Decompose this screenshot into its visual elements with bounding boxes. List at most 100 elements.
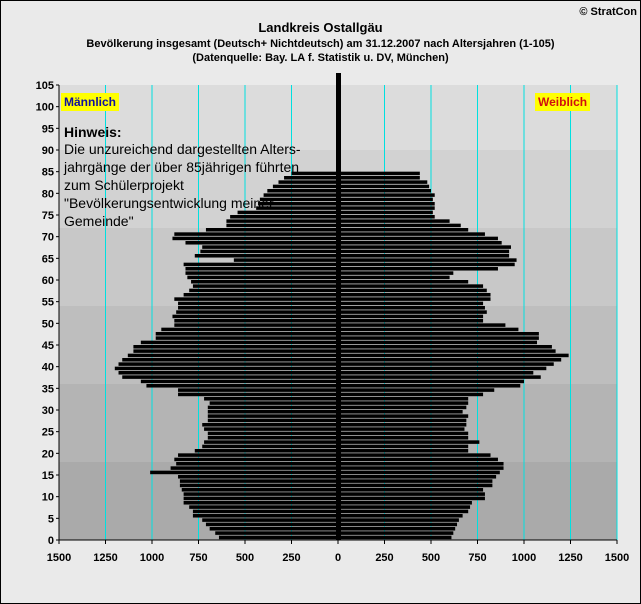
bar-male bbox=[181, 488, 338, 492]
bar-female bbox=[338, 353, 569, 358]
bar-male bbox=[178, 301, 338, 306]
bar-male bbox=[256, 206, 338, 210]
bar-male bbox=[133, 345, 338, 349]
bar-male bbox=[178, 453, 338, 457]
bar-female bbox=[338, 514, 463, 518]
bar-female bbox=[338, 505, 471, 509]
bar-female bbox=[338, 509, 469, 514]
bar-male bbox=[161, 327, 338, 332]
x-tick-label: 500 bbox=[422, 552, 440, 564]
bar-female bbox=[338, 457, 498, 462]
y-tick-label: 95 bbox=[42, 123, 54, 135]
y-tick-label: 40 bbox=[42, 362, 54, 374]
bar-female bbox=[338, 206, 435, 210]
bar-female bbox=[338, 197, 433, 202]
bar-female bbox=[338, 241, 502, 245]
bar-female bbox=[338, 249, 510, 254]
bar-female bbox=[338, 518, 459, 522]
bar-female bbox=[338, 284, 484, 288]
bar-male bbox=[202, 423, 338, 427]
x-tick-label: 750 bbox=[189, 552, 207, 564]
y-tick-label: 90 bbox=[42, 145, 54, 157]
bar-female bbox=[338, 280, 469, 284]
bar-female bbox=[338, 358, 562, 362]
bar-female bbox=[338, 366, 547, 371]
bar-male bbox=[191, 280, 338, 284]
bar-female bbox=[338, 193, 435, 197]
bar-male bbox=[179, 483, 338, 488]
y-tick-label: 60 bbox=[42, 275, 54, 287]
bar-male bbox=[183, 501, 338, 505]
bar-female bbox=[338, 297, 491, 301]
bar-male bbox=[209, 527, 338, 531]
bar-female bbox=[338, 440, 480, 444]
bar-male bbox=[207, 431, 338, 436]
x-tick-label: 500 bbox=[236, 552, 254, 564]
bar-male bbox=[118, 371, 339, 375]
center-axis bbox=[336, 73, 341, 540]
bar-female bbox=[338, 180, 428, 184]
bar-female bbox=[338, 262, 515, 267]
y-tick-label: 85 bbox=[42, 167, 54, 179]
y-tick-label: 100 bbox=[36, 102, 54, 114]
y-tick-label: 20 bbox=[42, 448, 54, 460]
x-tick-label: 1500 bbox=[605, 552, 629, 564]
bar-male bbox=[183, 293, 338, 297]
bar-female bbox=[338, 176, 420, 180]
y-tick-label: 80 bbox=[42, 188, 54, 200]
bar-female bbox=[338, 492, 485, 496]
bar-male bbox=[174, 232, 338, 236]
bar-male bbox=[174, 319, 338, 323]
bar-female bbox=[338, 267, 498, 271]
bar-female bbox=[338, 392, 484, 397]
bar-male bbox=[183, 496, 338, 501]
y-tick-label: 15 bbox=[42, 470, 54, 482]
bar-female bbox=[338, 375, 541, 379]
bar-female bbox=[338, 410, 463, 414]
bar-male bbox=[267, 189, 338, 193]
bar-female bbox=[338, 444, 469, 449]
bar-male bbox=[258, 202, 338, 206]
bar-female bbox=[338, 332, 539, 336]
x-tick-label: 750 bbox=[468, 552, 486, 564]
bar-male bbox=[174, 457, 338, 462]
bar-female bbox=[338, 271, 454, 275]
bar-male bbox=[284, 176, 338, 180]
bar-female bbox=[338, 501, 472, 505]
bar-male bbox=[194, 254, 338, 258]
x-tick-label: 1250 bbox=[558, 552, 582, 564]
bar-female bbox=[338, 202, 435, 206]
bar-female bbox=[338, 379, 524, 384]
y-tick-label: 30 bbox=[42, 405, 54, 417]
bar-female bbox=[338, 531, 454, 535]
bar-male bbox=[233, 258, 338, 262]
bar-female bbox=[338, 371, 534, 375]
bar-male bbox=[155, 336, 338, 340]
bar-female bbox=[338, 470, 500, 475]
chart-title: Landkreis Ostallgäu bbox=[258, 20, 383, 35]
bar-male bbox=[170, 466, 338, 470]
bar-female bbox=[338, 436, 469, 440]
bar-male bbox=[133, 349, 338, 353]
legend-male: Männlich bbox=[61, 93, 120, 111]
chart-subtitle: Bevölkerung insgesamt (Deutsch+ Nichtdeu… bbox=[86, 38, 555, 50]
bar-female bbox=[338, 310, 487, 314]
bar-female bbox=[338, 453, 491, 457]
bar-female bbox=[338, 345, 552, 349]
note-body: Die unzureichend dargestellten Alters-ja… bbox=[64, 141, 301, 229]
bar-female bbox=[338, 479, 493, 483]
bar-male bbox=[114, 366, 338, 371]
bar-male bbox=[122, 358, 339, 362]
bar-female bbox=[338, 522, 458, 527]
bar-male bbox=[207, 414, 338, 418]
bar-female bbox=[338, 414, 469, 418]
bar-female bbox=[338, 171, 420, 176]
x-tick-label: 250 bbox=[282, 552, 300, 564]
bar-male bbox=[291, 171, 338, 176]
bar-female bbox=[338, 319, 484, 323]
bar-female bbox=[338, 293, 491, 297]
bar-female bbox=[338, 336, 539, 340]
bar-male bbox=[194, 449, 338, 453]
bar-male bbox=[205, 522, 338, 527]
